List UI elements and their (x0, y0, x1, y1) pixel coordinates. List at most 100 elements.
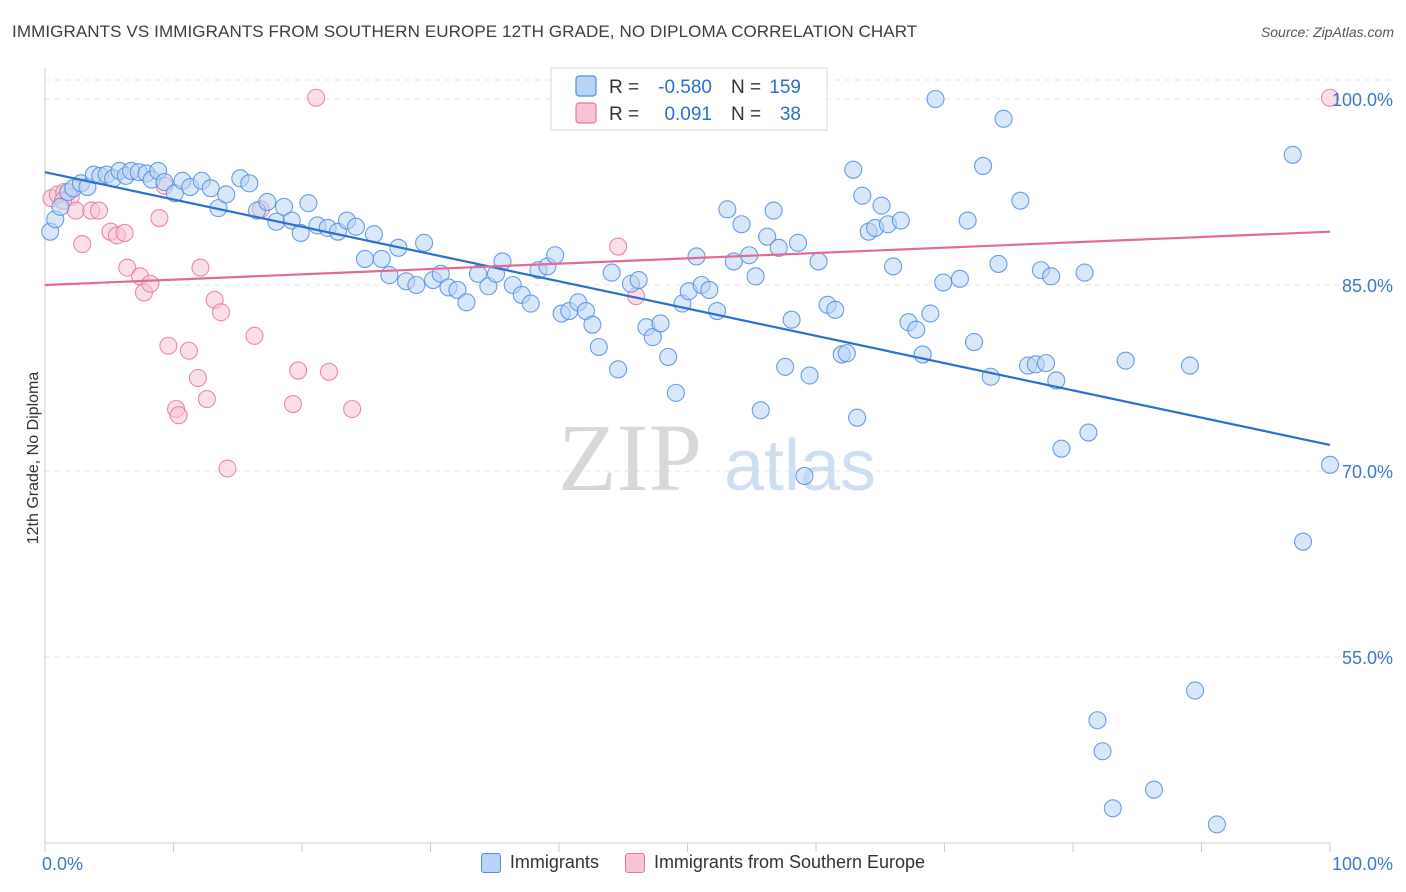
immigrants-point-29 (258, 192, 277, 211)
immigrants-point-93 (776, 357, 795, 376)
legend-stats: R = -0.580 N = 159 R = 0.091 N = 38 (550, 67, 828, 131)
immigrants-point-103 (844, 160, 863, 179)
immigrants-point-89 (751, 401, 770, 420)
legend-item-southern-europe[interactable]: Immigrants from Southern Europe (624, 852, 926, 873)
immigrants-point-80 (687, 247, 706, 266)
y-tick-labels: 55.0% 70.0% 85.0% 100.0% (1332, 90, 1393, 668)
x-tick-labels: 0.0% 100.0% (42, 854, 1393, 874)
immigrants-point-94 (782, 310, 801, 329)
southern-europe-point-14 (141, 274, 160, 293)
immigrants-point-104 (848, 408, 867, 427)
x-tick-label-1: 100.0% (1332, 854, 1393, 874)
southern-europe-point-18 (169, 406, 188, 425)
immigrants-point-27 (240, 174, 259, 193)
immigrants-point-68 (589, 337, 608, 357)
immigrants-point-100 (826, 300, 845, 319)
southern-europe-point-26 (245, 326, 264, 345)
immigrants-point-102 (837, 344, 856, 363)
immigrants-point-34 (299, 194, 318, 213)
immigrants-point-142 (1144, 780, 1164, 799)
immigrants-point-2 (51, 197, 70, 216)
legend-label-southern-europe: Immigrants from Southern Europe (653, 852, 926, 872)
legend-swatch-pink (575, 102, 597, 124)
immigrants-point-67 (583, 315, 602, 334)
legend-swatch-immigrants (480, 852, 501, 873)
immigrants-point-62 (546, 246, 565, 265)
x-tick-label-0: 0.0% (42, 854, 83, 874)
immigrants-point-129 (1036, 354, 1056, 373)
southern-europe-point-33 (609, 237, 628, 256)
immigrants-point-143 (1207, 815, 1226, 834)
y-tick-label-1: 70.0% (1342, 462, 1393, 482)
southern-europe-point-37 (1320, 88, 1340, 107)
southern-europe-point-32 (343, 399, 362, 419)
legend-bottom: Immigrants Immigrants from Southern Euro… (0, 852, 1406, 873)
immigrants-point-33 (291, 223, 310, 242)
immigrants-point-72 (629, 270, 648, 290)
immigrants-point-135 (1088, 711, 1107, 730)
immigrants-point-144 (1103, 799, 1122, 818)
immigrants-point-111 (891, 211, 910, 230)
immigrants-point-92 (769, 238, 788, 257)
immigrants-point-141 (1320, 455, 1340, 474)
immigrants-point-91 (764, 201, 783, 220)
watermark: ZIP atlas (558, 404, 876, 511)
southern-europe-point-30 (307, 88, 326, 107)
immigrants-point-86 (732, 215, 751, 234)
immigrants-point-77 (666, 383, 685, 402)
legend-n-value-2: 38 (780, 104, 801, 125)
watermark-zip: ZIP (558, 404, 702, 511)
immigrants-point-121 (973, 156, 993, 176)
legend-label-immigrants: Immigrants (509, 852, 599, 872)
legend-swatch-blue (575, 75, 597, 97)
immigrants-point-52 (457, 293, 476, 312)
southern-europe-point-5 (73, 235, 92, 254)
immigrants-point-25 (217, 185, 236, 204)
y-axis-label: 12th Grade, No Diploma (25, 372, 42, 545)
immigrants-point-69 (602, 263, 621, 282)
immigrants-point-130 (1042, 267, 1061, 286)
immigrants-point-125 (1011, 191, 1030, 210)
immigrants-point-131 (1047, 371, 1066, 390)
immigrants-point-53 (468, 264, 488, 283)
legend-item-immigrants[interactable]: Immigrants (480, 852, 599, 873)
immigrants-point-90 (758, 227, 777, 246)
immigrants-point-133 (1075, 263, 1094, 282)
southern-europe-point-20 (188, 368, 207, 388)
series-immigrants-points (41, 89, 1340, 834)
y-tick-label-3: 100.0% (1332, 90, 1393, 110)
immigrants-point-113 (907, 320, 926, 339)
immigrants-point-42 (372, 249, 391, 269)
legend-n-label-1: N = (731, 77, 761, 98)
immigrants-point-23 (201, 179, 220, 198)
immigrants-point-118 (950, 269, 969, 288)
y-tick-label-0: 55.0% (1342, 648, 1393, 668)
immigrants-point-98 (809, 252, 828, 271)
watermark-atlas: atlas (724, 426, 876, 506)
immigrants-point-132 (1052, 439, 1071, 458)
immigrants-point-43 (380, 266, 399, 285)
immigrants-point-110 (884, 257, 903, 276)
trend-lines (44, 171, 1331, 447)
immigrants-point-134 (1079, 423, 1098, 442)
immigrants-point-120 (965, 332, 984, 352)
southern-europe-point-29 (289, 361, 308, 380)
southern-europe-trend-line (44, 230, 1331, 287)
legend-swatch-southern-europe (624, 852, 645, 873)
immigrants-point-145 (1283, 145, 1302, 164)
immigrants-point-46 (407, 275, 426, 295)
immigrants-point-59 (521, 294, 540, 313)
southern-europe-point-22 (197, 390, 216, 409)
immigrants-point-47 (415, 233, 434, 252)
immigrants-point-117 (934, 273, 953, 292)
immigrants-point-97 (800, 366, 819, 385)
southern-europe-point-16 (159, 336, 178, 355)
southern-europe-point-31 (319, 362, 339, 381)
southern-europe-point-10 (115, 223, 134, 242)
legend-r-label-2: R = (609, 104, 639, 125)
immigrants-point-138 (1180, 356, 1199, 375)
immigrants-point-82 (700, 280, 719, 300)
legend-r-value-2: 0.091 (664, 104, 712, 125)
immigrants-point-116 (926, 89, 945, 109)
